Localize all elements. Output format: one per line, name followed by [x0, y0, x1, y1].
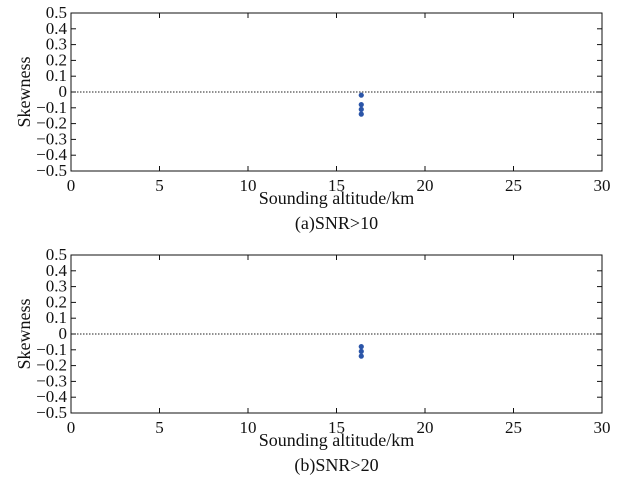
x-tick-label: 15	[328, 176, 345, 195]
data-point	[358, 348, 364, 354]
x-tick-label: 30	[594, 176, 611, 195]
panel-caption: (b)SNR>20	[294, 455, 378, 476]
x-tick-label: 0	[67, 176, 76, 195]
y-tick-label: −0.3	[36, 129, 67, 148]
y-tick-label: −0.4	[36, 387, 67, 406]
y-tick-label: 0.1	[46, 66, 67, 85]
x-tick-label: 30	[594, 418, 611, 437]
y-tick-label: −0.1	[36, 340, 67, 359]
x-tick-label: 5	[155, 176, 164, 195]
x-tick-label: 20	[417, 176, 434, 195]
y-tick-label: −0.3	[36, 371, 67, 390]
y-tick-label: 0.3	[46, 35, 67, 54]
x-tick-label: 10	[240, 176, 257, 195]
data-point	[358, 92, 364, 98]
y-tick-label: 0.5	[46, 3, 67, 22]
y-tick-label: −0.1	[36, 98, 67, 117]
y-tick-label: 0.4	[46, 19, 68, 38]
x-tick-label: 10	[240, 418, 257, 437]
x-tick-label: 20	[417, 418, 434, 437]
y-tick-label: −0.2	[36, 356, 67, 375]
y-tick-label: 0.1	[46, 308, 67, 327]
data-point	[358, 111, 364, 117]
y-tick-label: 0	[59, 324, 68, 343]
y-axis-label: Skewness	[14, 57, 34, 128]
x-tick-label: 15	[328, 418, 345, 437]
x-tick-label: 25	[505, 176, 522, 195]
panel-caption: (a)SNR>10	[295, 213, 378, 234]
data-point	[358, 344, 364, 350]
x-tick-label: 5	[155, 418, 164, 437]
y-tick-label: 0.3	[46, 277, 67, 296]
y-tick-label: 0.4	[46, 261, 68, 280]
y-tick-label: −0.5	[36, 161, 67, 180]
x-axis-label: Sounding altitude/km	[259, 430, 415, 450]
y-tick-label: −0.4	[36, 145, 67, 164]
y-tick-label: 0.5	[46, 245, 67, 264]
y-tick-label: −0.2	[36, 114, 67, 133]
y-tick-label: 0.2	[46, 50, 67, 69]
data-point	[358, 102, 364, 108]
x-tick-label: 25	[505, 418, 522, 437]
y-tick-label: −0.5	[36, 403, 67, 422]
y-tick-label: 0.2	[46, 292, 67, 311]
x-axis-label: Sounding altitude/km	[259, 188, 415, 208]
data-point	[358, 106, 364, 112]
chart-panel-b: −0.5−0.4−0.3−0.2−0.100.10.20.30.40.50 5 10…	[14, 245, 611, 476]
x-tick-label: 0	[67, 418, 76, 437]
y-tick-label: 0	[59, 82, 68, 101]
chart-panel-a: −0.5−0.4−0.3−0.2−0.100.10.20.30.40.50 5 10…	[14, 3, 611, 234]
data-point	[358, 353, 364, 359]
y-axis-label: Skewness	[14, 299, 34, 370]
